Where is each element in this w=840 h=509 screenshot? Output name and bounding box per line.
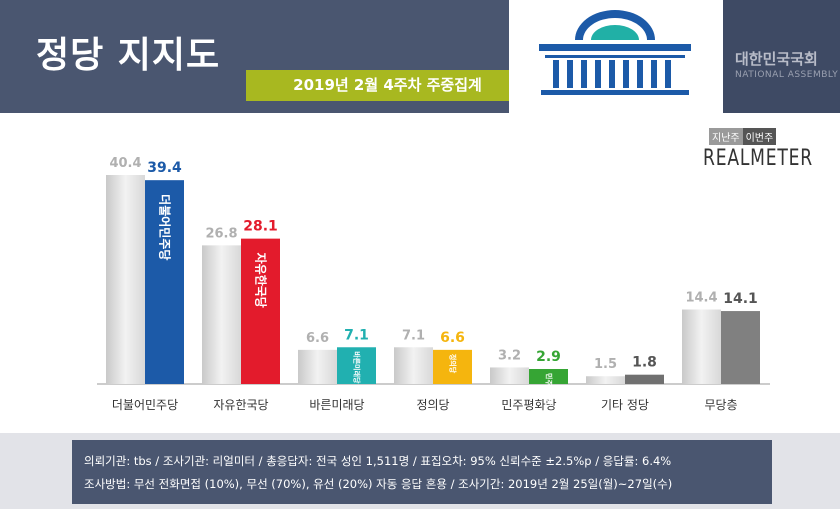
chart-legend: 지난주 이번주 <box>709 128 777 145</box>
value-label-current: 7.1 <box>344 327 369 343</box>
survey-info-box <box>72 440 772 504</box>
bar-current-week <box>433 349 472 384</box>
value-label-current: 6.6 <box>440 330 465 346</box>
value-label-current: 39.4 <box>147 160 182 176</box>
category-label: 무당층 <box>704 398 737 412</box>
value-label-prev: 40.4 <box>109 156 141 171</box>
category-label: 기타 정당 <box>601 398 649 412</box>
bar-current-week <box>529 368 568 384</box>
realmeter-logo: REALMETER <box>703 146 813 171</box>
category-label: 더불어민주당 <box>112 398 178 412</box>
value-label-prev: 14.4 <box>685 291 717 306</box>
bar-party-logo-text: 더불어민주당 <box>158 194 173 260</box>
bar-party-logo-text: 자유한국당 <box>254 253 269 308</box>
legend-prev-week: 지난주 <box>709 128 743 145</box>
bar-current-week <box>337 347 376 384</box>
bar-prev-week <box>586 376 625 384</box>
bar-current-week <box>721 311 760 384</box>
bar-party-logo-text: 바른미래당 <box>353 351 362 384</box>
bar-prev-week <box>298 349 337 384</box>
survey-info-line-1: 의뢰기관: tbs / 조사기관: 리얼미터 / 총응답자: 전국 성인 1,5… <box>84 454 672 468</box>
bar-current-week <box>241 238 280 384</box>
assembly-building-icon <box>539 10 691 95</box>
bar-party-logo-text: 민주평화당 <box>545 373 554 406</box>
assembly-panel <box>723 0 840 113</box>
value-label-prev: 1.5 <box>594 357 617 372</box>
bar-party-logo-text: 정의당 <box>449 354 458 374</box>
assembly-name-english: NATIONAL ASSEMBLY <box>735 70 839 80</box>
bar-prev-week <box>106 175 145 384</box>
bar-current-week <box>145 180 184 384</box>
page-title: 정당 지지도 <box>36 35 221 76</box>
value-label-prev: 6.6 <box>306 331 329 346</box>
bar-prev-week <box>490 367 529 384</box>
category-label: 자유한국당 <box>213 398 268 412</box>
category-label: 정의당 <box>416 398 449 412</box>
survey-info-line-2: 조사방법: 무선 전화면접 (10%), 무선 (70%), 유선 (20%) … <box>84 477 673 491</box>
bar-prev-week <box>394 347 433 384</box>
value-label-current: 14.1 <box>723 291 758 307</box>
bar-prev-week <box>682 309 721 384</box>
value-label-prev: 3.2 <box>498 348 521 363</box>
value-label-current: 28.1 <box>243 219 278 235</box>
assembly-name-korean: 대한민국국회 <box>735 50 818 68</box>
category-label: 민주평화당 <box>501 398 556 412</box>
survey-period-badge: 2019년 2월 4주차 주중집계 <box>246 70 529 101</box>
bar-prev-week <box>202 245 241 384</box>
bar-current-week <box>625 374 664 384</box>
legend-current-week: 이번주 <box>742 128 777 145</box>
national-assembly-emblem <box>509 0 723 113</box>
value-label-prev: 7.1 <box>402 328 425 343</box>
value-label-prev: 26.8 <box>205 226 237 241</box>
category-label: 바른미래당 <box>309 398 364 412</box>
value-label-current: 1.8 <box>632 355 657 371</box>
value-label-current: 2.9 <box>536 349 561 365</box>
